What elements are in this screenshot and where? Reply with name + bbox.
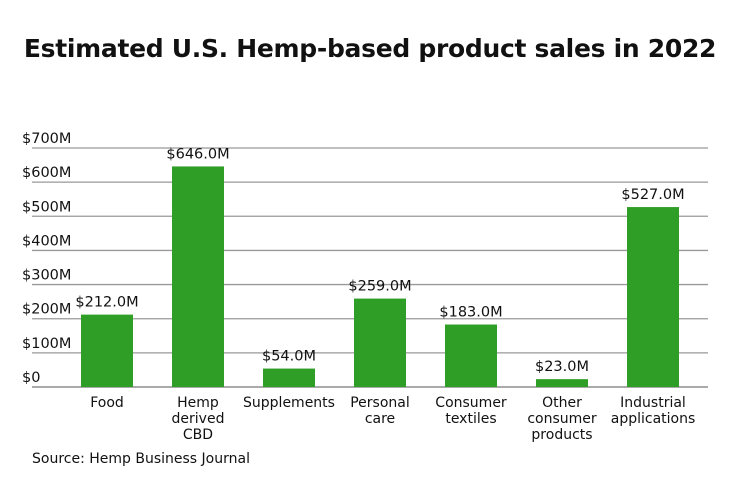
category-label-line: products (531, 427, 592, 443)
category-label-line: Supplements (243, 395, 335, 411)
category-label-line: derived (172, 411, 225, 427)
bar (354, 298, 406, 387)
y-tick-label: $300M (22, 268, 71, 284)
bar (172, 166, 224, 387)
chart-title: Estimated U.S. Hemp-based product sales … (23, 34, 717, 63)
bar (627, 207, 679, 387)
y-tick-label: $600M (22, 165, 71, 181)
data-label: $212.0M (75, 295, 138, 311)
bar (81, 314, 133, 387)
data-label: $259.0M (348, 279, 411, 295)
category-label-line: Personal (350, 395, 410, 411)
category-label-line: consumer (527, 411, 597, 427)
category-label-line: Consumer (435, 395, 507, 411)
data-label: $646.0M (166, 146, 229, 162)
category-label: Industrial applications (611, 395, 696, 427)
category-label-line: Other (542, 395, 582, 411)
category-label: Personal care (350, 395, 410, 427)
data-label: $54.0M (262, 349, 316, 365)
category-label-line: Food (90, 395, 124, 411)
bar (263, 368, 315, 387)
category-label-line: care (365, 411, 395, 427)
category-label: Supplements (243, 395, 335, 411)
category-label-line: applications (611, 411, 696, 427)
data-label: $23.0M (535, 359, 589, 375)
bar (445, 324, 497, 387)
category-label-line: textiles (445, 411, 496, 427)
category-label-line: Industrial (620, 395, 686, 411)
data-label: $527.0M (621, 187, 684, 203)
data-label: $183.0M (439, 305, 502, 321)
y-tick-label: $0 (22, 370, 40, 386)
category-label: Food (90, 395, 124, 411)
bar (536, 379, 588, 387)
y-tick-label: $700M (22, 131, 71, 147)
y-tick-label: $500M (22, 199, 71, 215)
category-label: Hemp derived CBD (172, 395, 225, 443)
category-label-line: CBD (183, 427, 213, 443)
source-note: Source: Hemp Business Journal (32, 451, 250, 467)
category-label-line: Hemp (177, 395, 219, 411)
y-tick-label: $200M (22, 302, 71, 318)
y-tick-label: $400M (22, 233, 71, 249)
category-label: Consumer textiles (435, 395, 507, 427)
category-label: Other consumer products (527, 395, 597, 443)
y-tick-label: $100M (22, 336, 71, 352)
